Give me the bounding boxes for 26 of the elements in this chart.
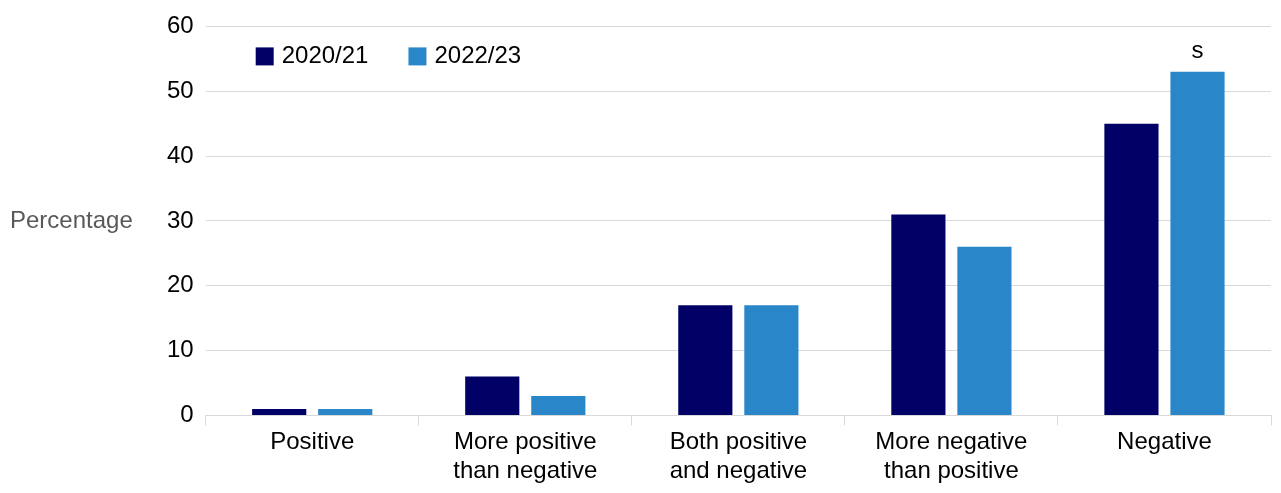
bar xyxy=(891,214,946,415)
x-tick-label: Positive xyxy=(270,427,355,455)
x-tick-label: More negative than positive xyxy=(875,427,1028,484)
bar xyxy=(678,305,733,415)
bar xyxy=(957,246,1012,415)
y-tick-label: 50 xyxy=(166,75,194,103)
y-tick-label: 30 xyxy=(166,205,194,233)
y-tick-label: 20 xyxy=(166,270,194,298)
y-tick-label: 0 xyxy=(180,400,194,428)
x-tick-label: More positive than negative xyxy=(453,427,598,484)
bar xyxy=(252,408,307,415)
bar xyxy=(1170,71,1225,415)
x-tick-label: Both positive and negative xyxy=(669,427,808,484)
y-axis-title: Percentage xyxy=(10,205,133,233)
bar xyxy=(744,305,799,415)
legend-label: 2022/23 xyxy=(434,41,522,69)
bar xyxy=(465,376,520,415)
legend-label: 2020/21 xyxy=(281,41,369,69)
y-tick-label: 10 xyxy=(166,335,194,363)
y-tick-label: 40 xyxy=(166,140,194,168)
x-tick-label: Negative xyxy=(1117,427,1212,455)
bar xyxy=(318,408,373,415)
bar xyxy=(1104,123,1159,415)
bar xyxy=(531,395,586,415)
y-tick-label: 60 xyxy=(166,11,194,39)
data-label: s xyxy=(1191,36,1204,64)
